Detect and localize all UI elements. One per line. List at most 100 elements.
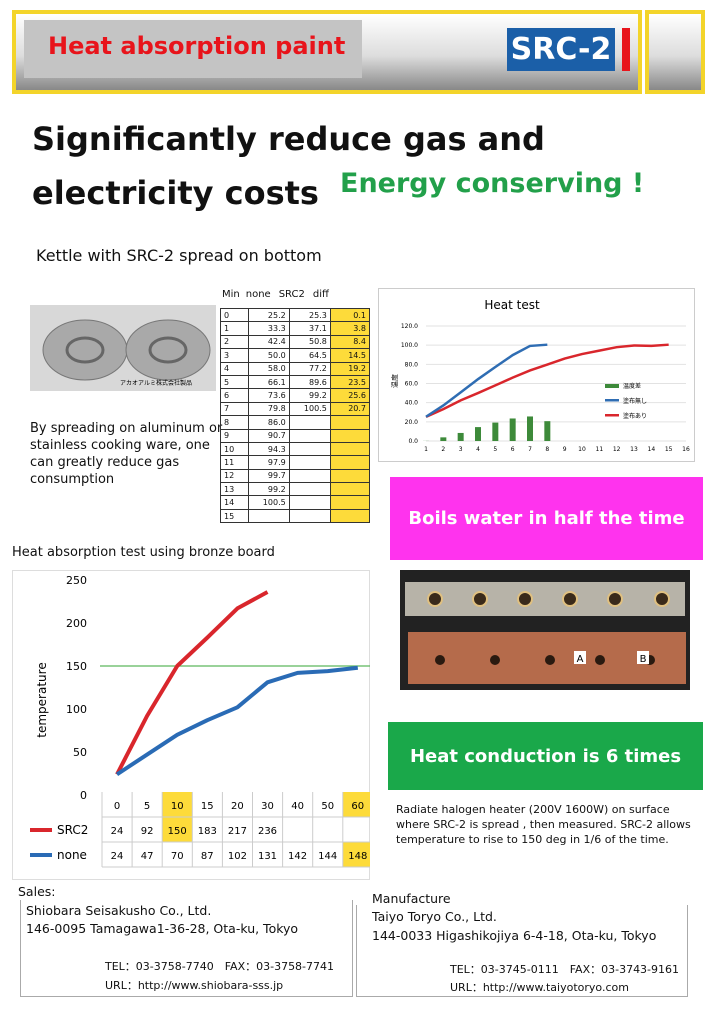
value-label: 183: [198, 826, 217, 837]
table-cell: 3.8: [329, 321, 371, 336]
table-cell: 94.3: [248, 441, 290, 457]
table-row: 13 99.2: [219, 482, 371, 497]
heat-test-chart: Heat test 温度 0.0 20.0 40.0 60.0 80.0 100.0 120.0…: [378, 288, 695, 462]
table-row: 5 66.1 89.6 23.5: [219, 374, 371, 390]
headline: Significantly reduce gas and electricity…: [32, 112, 545, 220]
table-cell: [288, 455, 331, 470]
hole: [490, 655, 500, 665]
table-cell: 6: [219, 388, 250, 403]
x-tick-label: 13: [630, 446, 638, 453]
table-cell: 73.6: [248, 388, 290, 403]
y-tick-label: 100.0: [401, 342, 418, 349]
table-cell: 1: [219, 321, 250, 336]
table-cell: [329, 415, 371, 430]
table-cell: 25.2: [248, 307, 290, 323]
value-label: 24: [111, 826, 124, 837]
conduction-banner: Heat conduction is 6 times: [388, 722, 703, 790]
table-cell: 15: [219, 508, 250, 524]
column-header: diff: [312, 289, 329, 300]
value-label: 150: [168, 826, 187, 837]
headline-line: Significantly reduce gas and: [32, 120, 545, 158]
category-label: 10: [171, 801, 184, 812]
y-tick-label: 120.0: [401, 323, 418, 330]
legend-swatch: [605, 414, 619, 417]
table-cell: 100.5: [248, 495, 290, 510]
value-label: 236: [258, 826, 277, 837]
sales-address: 146-0095 Tamagawa1-36-28, Ota-ku, Tokyo: [26, 921, 299, 936]
table-cell: [288, 468, 331, 484]
table-cell: 3: [219, 348, 250, 363]
x-tick-label: 15: [665, 446, 673, 453]
table-row: 14 100.5: [219, 495, 371, 510]
table-cell: [329, 468, 371, 484]
x-tick-label: 2: [441, 446, 445, 453]
headline-line: electricity costs: [32, 174, 319, 212]
table-cell: [288, 495, 331, 510]
table-cell: 8: [219, 415, 250, 430]
category-label: 0: [114, 801, 120, 812]
table-cell: [248, 508, 290, 524]
manufacture-company: Taiyo Toryo Co., Ltd.: [372, 909, 497, 924]
hole: [595, 655, 605, 665]
series-line: [115, 590, 269, 776]
label-tag: [574, 651, 586, 664]
table-cell: 9: [219, 428, 250, 443]
chart-frame: [12, 570, 370, 880]
value-label: 102: [228, 851, 247, 862]
table-row: 11 97.9: [219, 455, 371, 470]
table-row: 3 50.0 64.5 14.5: [219, 348, 371, 363]
highlight-cell: [342, 792, 370, 817]
y-axis-label: temperature: [35, 662, 49, 737]
value-label: 217: [228, 826, 247, 837]
x-tick-label: 14: [648, 446, 656, 453]
table-cell: 12: [219, 468, 250, 484]
logo-bar: [622, 28, 630, 71]
value-label: 24: [111, 851, 124, 862]
diff-bar: [509, 418, 516, 441]
value-label: 142: [288, 851, 307, 862]
hole: [607, 591, 623, 607]
photo-label: A: [577, 654, 584, 665]
legend-label: SRC2: [57, 823, 88, 837]
x-tick-label: 12: [613, 446, 621, 453]
hole: [472, 591, 488, 607]
category-label: 60: [351, 801, 364, 812]
conduction-text: Radiate halogen heater (200V 1600W) on s…: [396, 803, 691, 846]
table-cell: 50.0: [248, 348, 290, 363]
hole: [545, 655, 555, 665]
x-tick-label: 7: [528, 446, 532, 453]
table-cell: 64.5: [288, 348, 331, 363]
category-label: 40: [291, 801, 304, 812]
table-cell: 42.4: [248, 334, 290, 350]
kettle-description: By spreading on aluminum or stainless co…: [30, 421, 223, 487]
x-tick-label: 16: [682, 446, 690, 453]
legend-label: 温度差: [623, 382, 641, 390]
table-cell: 14: [219, 495, 250, 510]
manufacture-address: 144-0033 Higashikojiya 6-4-18, Ota-ku, T…: [372, 928, 657, 943]
table-cell: 25.3: [288, 307, 331, 323]
legend-label: 塗布無し: [623, 397, 647, 405]
table-cell: [288, 482, 331, 497]
table-cell: 89.6: [288, 374, 331, 390]
manufacture-url: URL：http://www.taiyotoryo.com: [450, 981, 629, 994]
sales-url: URL：http://www.shiobara-sss.jp: [105, 979, 284, 992]
diff-bar: [544, 421, 551, 441]
table-cell: 33.3: [248, 321, 290, 336]
hole: [517, 591, 533, 607]
table-row: 9 90.7: [219, 428, 371, 443]
category-label: 20: [231, 801, 244, 812]
category-label: 30: [261, 801, 274, 812]
y-tick-label: 60.0: [405, 381, 419, 388]
table-cell: 77.2: [288, 361, 331, 376]
category-label: 15: [201, 801, 214, 812]
table-cell: 14.5: [329, 348, 371, 363]
table-cell: 58.0: [248, 361, 290, 376]
table-cell: [288, 415, 331, 430]
legend-swatch: [605, 384, 619, 388]
diff-bar: [527, 416, 533, 441]
table-cell: [329, 482, 371, 497]
x-tick-label: 5: [493, 446, 497, 453]
table-row: 1 33.3 37.1 3.8: [219, 321, 371, 336]
chart-title: Heat test: [484, 298, 540, 312]
diff-bar: [492, 422, 499, 441]
